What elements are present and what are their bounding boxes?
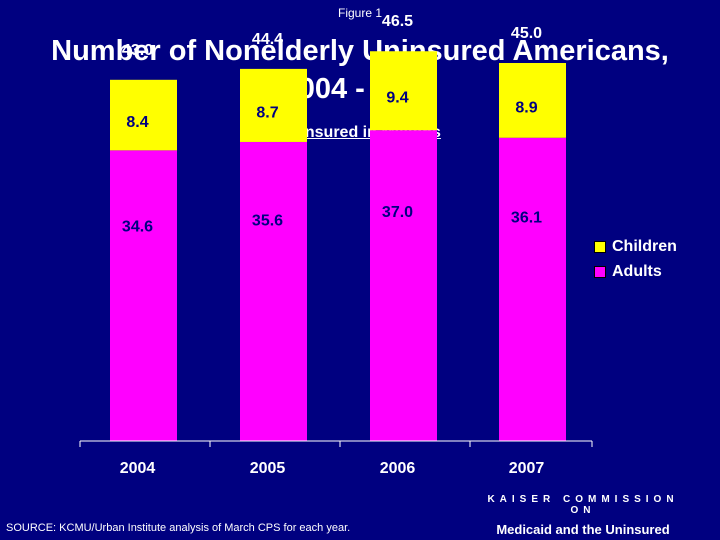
bar-children-2005	[240, 68, 307, 142]
total-label-2006: 46.5	[382, 13, 413, 30]
brand-line-2: Medicaid and the Uninsured	[496, 522, 670, 537]
legend: Children Adults	[594, 234, 677, 284]
legend-item-children: Children	[594, 234, 677, 259]
bar-adults-2004	[110, 150, 177, 442]
legend-item-adults: Adults	[594, 259, 677, 284]
x-tick-2005: 2005	[250, 460, 286, 477]
data-label-adults-2005: 35.6	[252, 213, 283, 230]
data-label-adults-2006: 37.0	[382, 204, 413, 221]
kaiser-logo: KAISER COMMISSION ON Medicaid and the Un…	[472, 494, 694, 537]
legend-label-children: Children	[612, 237, 677, 255]
x-tick-2006: 2006	[380, 460, 416, 477]
legend-swatch-children	[594, 240, 606, 253]
legend-label-adults: Adults	[612, 262, 662, 280]
data-label-adults-2007: 36.1	[511, 210, 542, 227]
brand-line-1: KAISER COMMISSION ON	[487, 494, 679, 516]
x-tick-2004: 2004	[120, 460, 156, 477]
source-note: SOURCE: KCMU/Urban Institute analysis of…	[6, 522, 351, 534]
bar-children-2007	[499, 63, 566, 138]
bar-adults-2007	[499, 137, 566, 441]
figure-label: Figure 1	[337, 6, 383, 20]
data-label-children-2005: 8.7	[256, 104, 278, 121]
bar-children-2004	[110, 79, 177, 151]
data-label-adults-2004: 34.6	[122, 219, 153, 236]
total-label-2007: 45.0	[511, 25, 542, 42]
bar-children-2006	[370, 51, 437, 131]
data-label-children-2006: 9.4	[386, 90, 408, 107]
data-label-children-2004: 8.4	[126, 114, 148, 131]
bar-adults-2006	[370, 130, 437, 441]
legend-swatch-adults	[594, 265, 606, 278]
data-label-children-2007: 8.9	[515, 99, 537, 116]
bar-adults-2005	[240, 141, 307, 441]
total-label-2004: 43.0	[122, 42, 153, 59]
title-line-1: Number of Nonelderly Uninsured Americans…	[51, 35, 669, 67]
total-label-2005: 44.4	[252, 31, 283, 48]
x-tick-2007: 2007	[509, 460, 545, 477]
chart-title: Number of Nonelderly Uninsured Americans…	[0, 32, 720, 108]
